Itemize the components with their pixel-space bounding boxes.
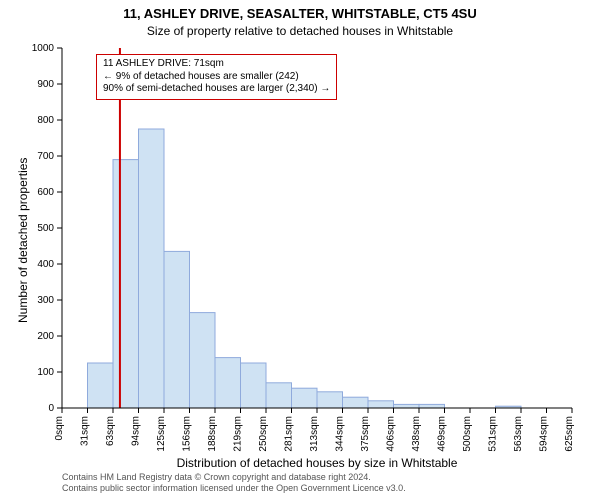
- svg-text:100: 100: [37, 367, 54, 378]
- svg-text:900: 900: [37, 79, 54, 90]
- svg-text:531sqm: 531sqm: [488, 416, 499, 452]
- svg-text:94sqm: 94sqm: [131, 416, 142, 446]
- svg-text:250sqm: 250sqm: [258, 416, 269, 452]
- svg-text:406sqm: 406sqm: [386, 416, 397, 452]
- svg-text:375sqm: 375sqm: [360, 416, 371, 452]
- footer-line-1: Contains HM Land Registry data © Crown c…: [62, 472, 406, 483]
- svg-text:344sqm: 344sqm: [335, 416, 346, 452]
- svg-text:63sqm: 63sqm: [105, 416, 116, 446]
- footer-line-2: Contains public sector information licen…: [62, 483, 406, 494]
- svg-text:0sqm: 0sqm: [54, 416, 65, 440]
- annotation-box: 11 ASHLEY DRIVE: 71sqm ← 9% of detached …: [96, 54, 337, 100]
- svg-text:469sqm: 469sqm: [437, 416, 448, 452]
- svg-text:156sqm: 156sqm: [182, 416, 193, 452]
- annotation-line-1: 11 ASHLEY DRIVE: 71sqm: [103, 58, 330, 71]
- svg-text:625sqm: 625sqm: [564, 416, 575, 452]
- svg-text:700: 700: [37, 151, 54, 162]
- svg-text:125sqm: 125sqm: [156, 416, 167, 452]
- attribution-footer: Contains HM Land Registry data © Crown c…: [62, 472, 406, 494]
- svg-text:281sqm: 281sqm: [284, 416, 295, 452]
- svg-text:0: 0: [48, 403, 54, 414]
- svg-text:500: 500: [37, 223, 54, 234]
- y-axis-label: Number of detached properties: [16, 158, 30, 323]
- x-axis-label: Distribution of detached houses by size …: [62, 456, 572, 470]
- svg-text:313sqm: 313sqm: [309, 416, 320, 452]
- svg-text:500sqm: 500sqm: [462, 416, 473, 452]
- svg-text:600: 600: [37, 187, 54, 198]
- svg-text:219sqm: 219sqm: [233, 416, 244, 452]
- svg-text:1000: 1000: [32, 43, 55, 54]
- svg-text:563sqm: 563sqm: [513, 416, 524, 452]
- svg-text:300: 300: [37, 295, 54, 306]
- svg-text:800: 800: [37, 115, 54, 126]
- svg-text:188sqm: 188sqm: [207, 416, 218, 452]
- annotation-line-2: ← 9% of detached houses are smaller (242…: [103, 71, 330, 84]
- svg-text:200: 200: [37, 331, 54, 342]
- svg-text:594sqm: 594sqm: [539, 416, 550, 452]
- annotation-line-3: 90% of semi-detached houses are larger (…: [103, 83, 330, 96]
- svg-text:400: 400: [37, 259, 54, 270]
- svg-text:31sqm: 31sqm: [80, 416, 91, 446]
- chart-container: 11, ASHLEY DRIVE, SEASALTER, WHITSTABLE,…: [0, 0, 600, 500]
- svg-text:438sqm: 438sqm: [411, 416, 422, 452]
